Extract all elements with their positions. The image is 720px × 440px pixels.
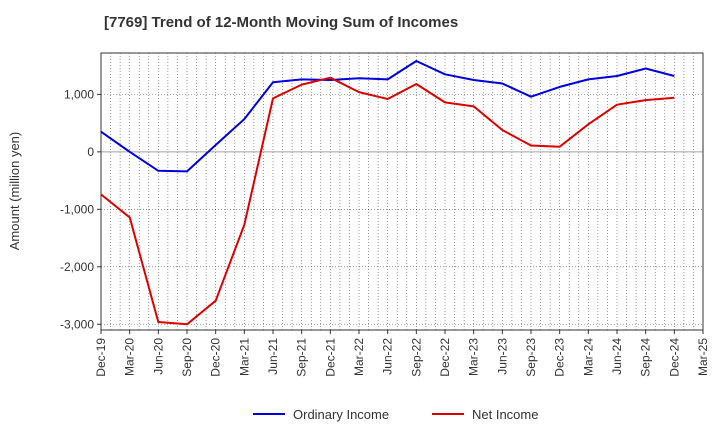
- legend-label: Ordinary Income: [293, 407, 389, 422]
- y-tick-label: 0: [87, 145, 94, 159]
- x-tick-label: Mar-22: [352, 338, 366, 376]
- x-tick-label: Dec-20: [209, 338, 223, 377]
- legend: Ordinary Income Net Income: [253, 407, 538, 422]
- x-tick-label: Mar-24: [581, 338, 595, 376]
- x-tick-label: Dec-21: [323, 338, 337, 377]
- x-tick-label: Jun-22: [381, 338, 395, 375]
- x-tick-label: Mar-25: [696, 338, 710, 376]
- x-tick-label: Jun-21: [266, 338, 280, 375]
- x-tick-label: Mar-23: [467, 338, 481, 376]
- x-tick-label: Jun-23: [495, 338, 509, 375]
- y-tick-label: -3,000: [60, 317, 94, 331]
- plot-frame: [100, 52, 704, 331]
- y-tick-label: -2,000: [60, 260, 94, 274]
- y-axis-label: Amount (million yen): [7, 132, 22, 251]
- chart-title: [7769] Trend of 12-Month Moving Sum of I…: [104, 14, 459, 31]
- x-tick-label: Dec-22: [438, 338, 452, 377]
- grid: [101, 53, 703, 330]
- axes: [100, 52, 704, 331]
- series-line-ordinary-income: [100, 60, 675, 173]
- y-tick-label: 1,000: [64, 87, 94, 101]
- series-line-net-income: [100, 76, 675, 326]
- legend-label: Net Income: [472, 407, 538, 422]
- x-tick-label: Dec-24: [667, 338, 681, 377]
- x-tick-label: Jun-24: [610, 338, 624, 375]
- y-axis-ticks: -3,000 -2,000 -1,000 0 1,000: [60, 87, 101, 331]
- x-tick-label: Dec-19: [94, 338, 108, 377]
- x-tick-label: Sep-22: [409, 338, 423, 377]
- x-axis-ticks: Dec-19 Mar-20 Jun-20 Sep-20 Dec-20 Mar-21 Jun-…: [94, 330, 710, 377]
- x-tick-label: Dec-23: [553, 338, 567, 377]
- x-tick-label: Sep-21: [295, 338, 309, 377]
- x-tick-label: Sep-24: [639, 338, 653, 377]
- x-tick-label: Sep-23: [524, 338, 538, 377]
- x-tick-label: Jun-20: [151, 338, 165, 375]
- series: [100, 60, 675, 326]
- x-tick-label: Mar-21: [237, 338, 251, 376]
- x-tick-label: Sep-20: [180, 338, 194, 377]
- y-tick-label: -1,000: [60, 202, 94, 216]
- x-tick-label: Mar-20: [123, 338, 137, 376]
